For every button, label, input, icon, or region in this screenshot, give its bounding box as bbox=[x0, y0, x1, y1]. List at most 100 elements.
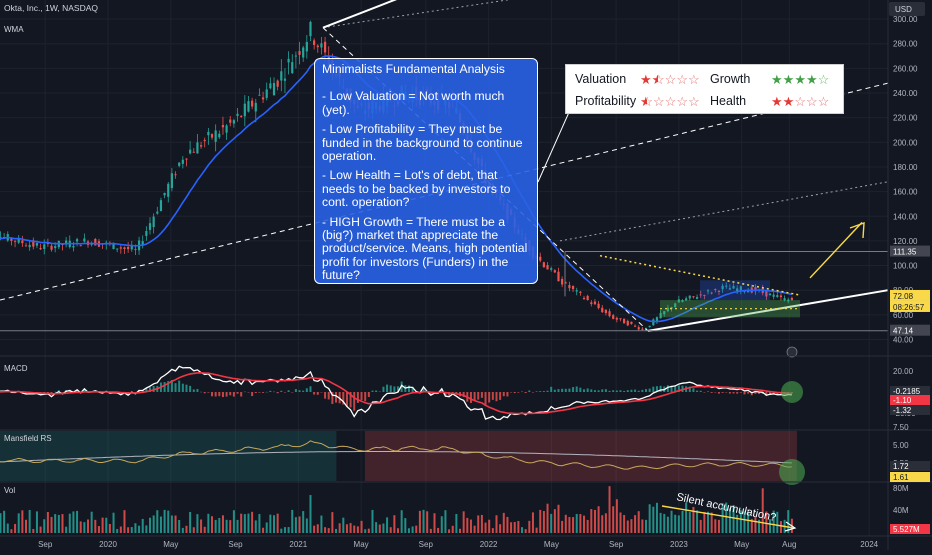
macd-histogram-bar bbox=[736, 392, 739, 394]
candle-body bbox=[539, 256, 542, 261]
candle-body bbox=[608, 311, 611, 317]
volume-bar bbox=[601, 515, 604, 533]
candle-body bbox=[765, 290, 768, 297]
macd-histogram-bar bbox=[389, 385, 392, 392]
candle-body bbox=[240, 115, 243, 117]
macd-histogram-bar bbox=[564, 388, 567, 392]
volume-bar bbox=[736, 514, 739, 533]
volume-bar bbox=[21, 510, 24, 533]
volume-bar bbox=[163, 509, 166, 533]
macd-histogram-bar bbox=[546, 390, 549, 392]
rs-tick: 7.50 bbox=[893, 423, 909, 432]
vol-label: Vol bbox=[4, 486, 15, 495]
candle-body bbox=[54, 246, 57, 249]
volume-bar bbox=[6, 523, 9, 533]
macd-histogram-bar bbox=[221, 392, 224, 398]
time-tick-label: Sep bbox=[228, 540, 243, 549]
volume-bar bbox=[149, 517, 152, 533]
candle-body bbox=[196, 142, 199, 154]
volume-bar bbox=[156, 510, 159, 533]
candle-body bbox=[575, 290, 578, 292]
macd-histogram-bar bbox=[524, 392, 527, 394]
candle-body bbox=[32, 240, 35, 247]
candle-body bbox=[747, 290, 750, 293]
volume-bar bbox=[83, 522, 86, 533]
time-tick-label: May bbox=[354, 540, 369, 549]
volume-bar bbox=[459, 528, 462, 533]
time-tick-label: 2020 bbox=[99, 540, 117, 549]
candle-body bbox=[623, 318, 626, 324]
volume-bar bbox=[615, 499, 618, 533]
price-tick-label: 60.00 bbox=[893, 311, 914, 320]
analysis-point: - Low Health = Lot's of debt, that needs… bbox=[322, 168, 511, 210]
volume-bar bbox=[612, 506, 615, 533]
candle-body bbox=[699, 294, 702, 296]
volume-bar bbox=[364, 529, 367, 533]
volume-bar bbox=[167, 510, 170, 533]
price-tick-label: 40.00 bbox=[893, 336, 914, 345]
volume-bar bbox=[320, 515, 323, 533]
mansfield-rs-pane[interactable] bbox=[0, 431, 805, 485]
candle-body bbox=[298, 51, 301, 55]
volume-bar bbox=[211, 516, 214, 533]
candle-body bbox=[776, 295, 779, 297]
candle-body bbox=[167, 183, 170, 197]
candle-body bbox=[43, 244, 46, 249]
candle-body bbox=[302, 47, 305, 58]
macd-histogram-bar bbox=[491, 392, 494, 400]
volume-bar bbox=[626, 520, 629, 533]
macd-histogram-bar bbox=[750, 392, 753, 396]
price-tick-label: 220.00 bbox=[893, 114, 918, 123]
macd-histogram-bar bbox=[367, 392, 370, 398]
rs-value-bg bbox=[890, 472, 930, 482]
volume-pane[interactable] bbox=[0, 486, 797, 533]
analysis-point: - Low Valuation = Not worth much (yet). bbox=[322, 89, 505, 117]
candle-body bbox=[615, 317, 618, 320]
analysis-note[interactable]: Minimalists Fundamental Analysis - Low V… bbox=[314, 58, 538, 284]
candle-body bbox=[754, 287, 757, 292]
volume-bar bbox=[3, 510, 6, 533]
volume-bar bbox=[495, 515, 498, 533]
volume-bar bbox=[524, 529, 527, 533]
candle-body bbox=[232, 120, 235, 124]
volume-bar bbox=[313, 525, 316, 533]
volume-bar bbox=[528, 520, 531, 533]
currency-badge[interactable] bbox=[889, 2, 925, 16]
candle-body bbox=[648, 325, 651, 328]
volume-bar bbox=[0, 513, 2, 533]
macd-pane[interactable] bbox=[0, 365, 803, 421]
volume-bar bbox=[181, 527, 184, 533]
macd-histogram-bar bbox=[291, 392, 294, 393]
volume-bar bbox=[375, 522, 378, 533]
volume-bar bbox=[586, 519, 589, 533]
volume-bar bbox=[557, 504, 560, 533]
macd-histogram-bar bbox=[324, 392, 327, 399]
volume-bar bbox=[462, 511, 465, 533]
volume-bar bbox=[561, 520, 564, 533]
candle-body bbox=[714, 288, 717, 290]
volume-bar bbox=[451, 525, 454, 533]
candle-body bbox=[39, 248, 42, 250]
time-tick-label: 2024 bbox=[860, 540, 878, 549]
price-axis-label-bg bbox=[890, 289, 930, 301]
macd-histogram-bar bbox=[145, 388, 148, 392]
macd-histogram-bar bbox=[670, 385, 673, 392]
price-tick-label: 200.00 bbox=[893, 138, 918, 147]
macd-histogram-bar bbox=[572, 387, 575, 392]
time-tick-label: May bbox=[734, 540, 749, 549]
macd-histogram-bar bbox=[590, 389, 593, 392]
candle-body bbox=[116, 248, 119, 250]
candle-body bbox=[717, 290, 721, 292]
candle-body bbox=[280, 71, 283, 81]
macd-histogram-bar bbox=[83, 388, 86, 392]
volume-bar bbox=[316, 524, 319, 533]
volume-bar bbox=[276, 513, 279, 533]
dotted-channel-line bbox=[322, 0, 511, 29]
rs-positive-zone bbox=[0, 431, 337, 481]
price-axis-label-bg bbox=[890, 300, 930, 312]
macd-histogram-bar bbox=[345, 392, 348, 407]
support-trendline bbox=[647, 289, 889, 332]
macd-histogram-bar bbox=[553, 389, 556, 392]
volume-bar bbox=[480, 514, 483, 533]
